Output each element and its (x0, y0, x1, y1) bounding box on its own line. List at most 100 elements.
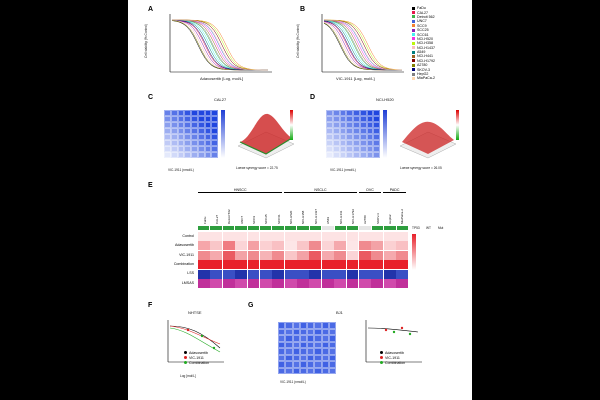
heatmap-cell (285, 367, 293, 374)
tp53-status-cell (396, 226, 408, 230)
legend-item: NCI-H441 (412, 54, 468, 58)
heatmap-cell (307, 328, 315, 335)
row-label: LMSAS (181, 280, 194, 285)
heatmap-cell (321, 361, 329, 368)
heatmap-cell (353, 152, 360, 158)
heatmap-cell (321, 328, 329, 335)
heatmap-cell (197, 122, 205, 128)
heatmap-cell (307, 322, 315, 329)
heatmap-cell (334, 269, 347, 279)
heatmap-cell (383, 250, 396, 260)
heatmap-cell (170, 116, 178, 122)
panel-a-chart (169, 14, 272, 73)
legend-label: Combination (189, 360, 210, 365)
heatmap-cell (284, 250, 297, 260)
panel-f-chart (167, 320, 224, 363)
curve-miapaca-2 (172, 19, 268, 71)
legend-marker-icon (412, 46, 415, 50)
heatmap-cell (184, 134, 191, 140)
panel-e-wt-label: WT (426, 226, 431, 230)
row-label: Control (182, 234, 194, 238)
heatmap-cell (314, 335, 322, 342)
cell-line-name: NCI-H358 (301, 210, 306, 224)
heatmap-cell (272, 250, 285, 260)
heatmap-cell (383, 278, 396, 288)
heatmap-cell (321, 250, 334, 260)
legend-label: A549 (417, 50, 426, 55)
panel-b-ylabel: Cell viability (% Control) (296, 24, 300, 58)
heatmap-cell (191, 140, 198, 146)
legend-marker-icon (380, 361, 383, 364)
heatmap-cell (307, 361, 315, 368)
legend-label: FaDu (417, 6, 426, 11)
heatmap-cell (328, 322, 336, 329)
heatmap-cell (210, 250, 223, 260)
legend-marker-icon (412, 11, 415, 15)
heatmap-cell (259, 232, 272, 241)
legend-label: NCI-H358 (417, 41, 433, 46)
heatmap-cell (278, 322, 286, 329)
legend-label: Detroit 562 (417, 14, 435, 19)
legend-item: UNC7 (412, 19, 468, 23)
row-label: VIC-1911 (179, 252, 194, 257)
legend-item: Adavosertib (184, 350, 209, 355)
heatmap-cell (346, 116, 353, 122)
legend-marker-icon (412, 50, 415, 54)
cell-line-name: NCI-H441 (338, 210, 343, 224)
heatmap-cell (321, 269, 334, 279)
heatmap-cell (247, 250, 260, 260)
heatmap-cell (177, 140, 185, 146)
legend-item: CAL27 (412, 10, 468, 15)
heatmap-cell (358, 278, 371, 288)
heatmap-cell (235, 250, 248, 260)
heatmap-cell (383, 232, 396, 241)
heatmap-cell (314, 322, 322, 329)
heatmap-cell (383, 241, 396, 251)
heatmap-cell (307, 367, 315, 374)
panel-a-letter: A (148, 6, 154, 13)
heatmap-cell (204, 128, 212, 134)
curve-miapaca-2 (324, 19, 402, 71)
heatmap-cell (383, 269, 396, 279)
legend-marker-icon (412, 68, 415, 72)
legend-marker-icon (412, 54, 415, 58)
legend-marker-icon (184, 356, 187, 359)
heatmap-cell (247, 260, 260, 270)
heatmap-cell (285, 354, 293, 361)
legend-marker-icon (412, 41, 415, 45)
heatmap-cell (371, 269, 384, 279)
heatmap-cell (197, 146, 205, 152)
heatmap-cell (184, 122, 191, 128)
panel-g-chart (365, 320, 422, 363)
heatmap-cell (204, 116, 212, 122)
legend-item: VIC-1911 (380, 355, 405, 360)
heatmap-cell (284, 278, 297, 288)
heatmap-cell (184, 128, 191, 134)
heatmap-cell (297, 241, 309, 251)
heatmap-cell (197, 116, 205, 122)
heatmap-cell (366, 134, 374, 140)
heatmap-cell (272, 278, 285, 288)
heatmap-cell (191, 134, 198, 140)
heatmap-cell (383, 260, 396, 270)
heatmap-cell (328, 354, 336, 361)
heatmap-cell (326, 140, 333, 146)
heatmap-cell (366, 128, 374, 134)
heatmap-cell (198, 241, 210, 251)
heatmap-cell (210, 241, 223, 251)
heatmap-cell (359, 110, 367, 116)
panel-a-ylabel: Cell viability (% Control) (144, 24, 148, 58)
heatmap-cell (396, 278, 408, 288)
heatmap-cell (299, 322, 307, 329)
heatmap-cell (353, 128, 360, 134)
heatmap-cell (211, 116, 218, 122)
heatmap-cell (346, 260, 359, 270)
legend-marker-icon (184, 361, 187, 364)
heatmap-cell (292, 348, 300, 355)
heatmap-cell (314, 354, 322, 361)
heatmap-cell (309, 260, 322, 270)
legend-marker-icon (412, 33, 415, 37)
cell-line-name: MiaPaCa-2 (400, 208, 405, 224)
heatmap-cell (211, 110, 218, 116)
heatmap-cell (297, 232, 309, 241)
